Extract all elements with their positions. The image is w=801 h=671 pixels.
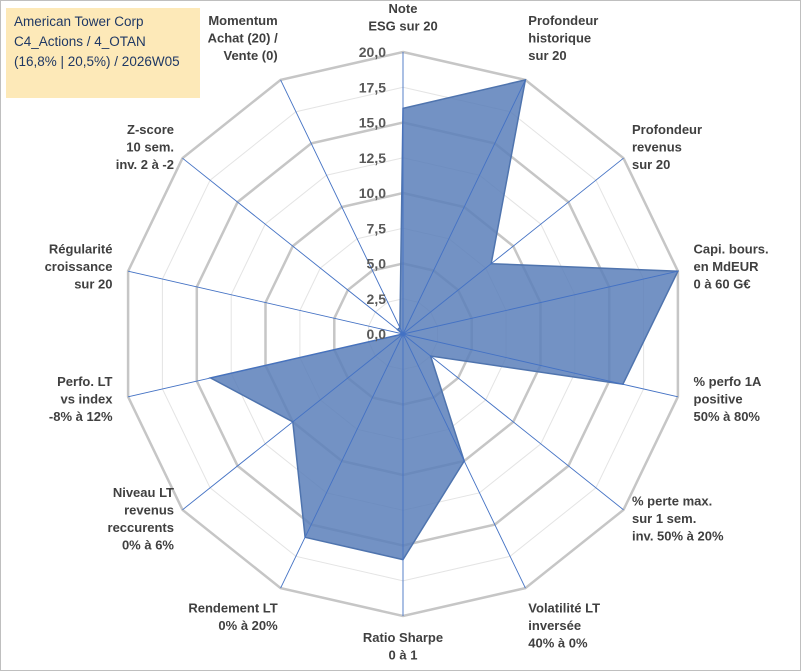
axis-label-line: 10 sem. — [126, 140, 174, 155]
axis-spoke — [182, 157, 404, 335]
axis-label-line: inv. 2 à -2 — [116, 157, 174, 172]
axis-label-line: 40% à 0% — [528, 636, 588, 651]
axis-label: Volatilité LT inversée 40% à 0% — [528, 601, 600, 651]
tick-label: 0,0 — [367, 326, 387, 342]
axis-label-line: 0 à 60 G€ — [694, 276, 751, 291]
axis-spoke — [402, 79, 526, 335]
axis-label-line: positive — [694, 392, 743, 407]
axis-label: Note ESG sur 20 — [368, 1, 437, 34]
radar-axis-labels: Note ESG sur 20 Profondeur historique sur 20… — [45, 1, 769, 663]
axis-label-line: en MdEUR — [694, 259, 760, 274]
axis-label: % perfo 1A positive 50% à 80% — [694, 374, 763, 424]
axis-label: Rendement LT 0% à 20% — [188, 601, 278, 634]
tick-label: 15,0 — [359, 115, 386, 131]
axis-label: Profondeur historique sur 20 — [528, 13, 598, 63]
series-area — [208, 78, 680, 561]
axis-label: Régularité croissance sur 20 — [45, 241, 113, 291]
axis-label: Z-score 10 sem. inv. 2 à -2 — [116, 122, 174, 172]
axis-label-line: sur 20 — [74, 276, 112, 291]
tick-label: 10,0 — [359, 185, 386, 201]
axis-spoke — [182, 333, 404, 511]
axis-label-line: Profondeur — [632, 122, 702, 137]
radar-spokes — [127, 52, 679, 616]
axis-label-line: Achat (20) / — [208, 31, 278, 46]
axis-label-line: sur 1 sem. — [632, 511, 696, 526]
tick-label: 17,5 — [359, 79, 386, 95]
axis-label-line: revenus — [632, 140, 682, 155]
axis-label-line: Volatilité LT — [528, 601, 600, 616]
axis-label-line: vs index — [60, 392, 113, 407]
axis-label: Capi. bours. en MdEUR 0 à 60 G€ — [694, 241, 769, 291]
axis-label: Ratio Sharpe 0 à 1 — [363, 630, 443, 663]
tick-label: 12,5 — [359, 150, 386, 166]
axis-label-line: 0% à 6% — [122, 537, 174, 552]
axis-label-line: Profondeur — [528, 13, 598, 28]
axis-label-line: 50% à 80% — [694, 409, 761, 424]
axis-spoke — [402, 333, 624, 511]
axis-spoke — [402, 270, 679, 335]
title-line-company: American Tower Corp — [14, 14, 144, 29]
axis-label-line: historique — [528, 31, 591, 46]
axis-label: Profondeur revenus sur 20 — [632, 122, 702, 172]
axis-label-line: Ratio Sharpe — [363, 630, 443, 645]
tick-label: 5,0 — [367, 256, 387, 272]
tick-label: 2,5 — [367, 291, 387, 307]
title-line-stats: (16,8% | 20,5%) / 2026W05 — [14, 54, 180, 69]
axis-label-line: Capi. bours. — [694, 241, 769, 256]
axis-spoke — [127, 270, 404, 335]
axis-label-line: revenus — [124, 502, 174, 517]
axis-label-line: Régularité — [49, 241, 113, 256]
axis-label-line: Perfo. LT — [57, 374, 112, 389]
axis-label-line: 0% à 20% — [218, 618, 278, 633]
axis-spoke — [402, 333, 679, 398]
axis-label: % perte max. sur 1 sem. inv. 50% à 20% — [632, 494, 724, 544]
axis-spoke — [280, 79, 404, 335]
axis-label-line: Note — [389, 1, 418, 16]
radar-tick-labels: 0,0 2,5 5,0 7,5 10,0 12,5 15,0 17,5 20,0 — [359, 44, 386, 342]
axis-label-line: % perfo 1A — [694, 374, 763, 389]
axis-spoke — [402, 333, 526, 589]
axis-label: Momentum Achat (20) / Vente (0) — [208, 13, 278, 63]
chart-title-box: American Tower Corp C4_Actions / 4_OTAN … — [6, 8, 200, 98]
axis-label-line: sur 20 — [632, 157, 670, 172]
axis-label-line: inv. 50% à 20% — [632, 529, 724, 544]
axis-label-line: inversée — [528, 618, 581, 633]
axis-spoke — [402, 157, 624, 335]
axis-label-line: Vente (0) — [224, 48, 278, 63]
axis-label-line: Niveau LT — [113, 485, 174, 500]
tick-label: 7,5 — [367, 220, 387, 236]
axis-label-line: croissance — [45, 259, 113, 274]
axis-label-line: 0 à 1 — [389, 648, 418, 663]
axis-spoke — [127, 333, 404, 398]
tick-label: 20,0 — [359, 44, 386, 60]
axis-label-line: sur 20 — [528, 48, 566, 63]
title-line-category: C4_Actions / 4_OTAN — [14, 34, 146, 49]
radar-series — [208, 78, 680, 561]
axis-label-line: reccurents — [108, 520, 174, 535]
axis-label: Niveau LT revenus reccurents 0% à 6% — [108, 485, 175, 553]
axis-label-line: -8% à 12% — [49, 409, 113, 424]
axis-label: Perfo. LT vs index -8% à 12% — [49, 374, 113, 424]
axis-label-line: % perte max. — [632, 494, 712, 509]
axis-label-line: Momentum — [208, 13, 277, 28]
axis-spoke — [280, 333, 404, 589]
axis-label-line: Rendement LT — [188, 601, 277, 616]
axis-label-line: Z-score — [127, 122, 174, 137]
axis-label-line: ESG sur 20 — [368, 19, 437, 34]
